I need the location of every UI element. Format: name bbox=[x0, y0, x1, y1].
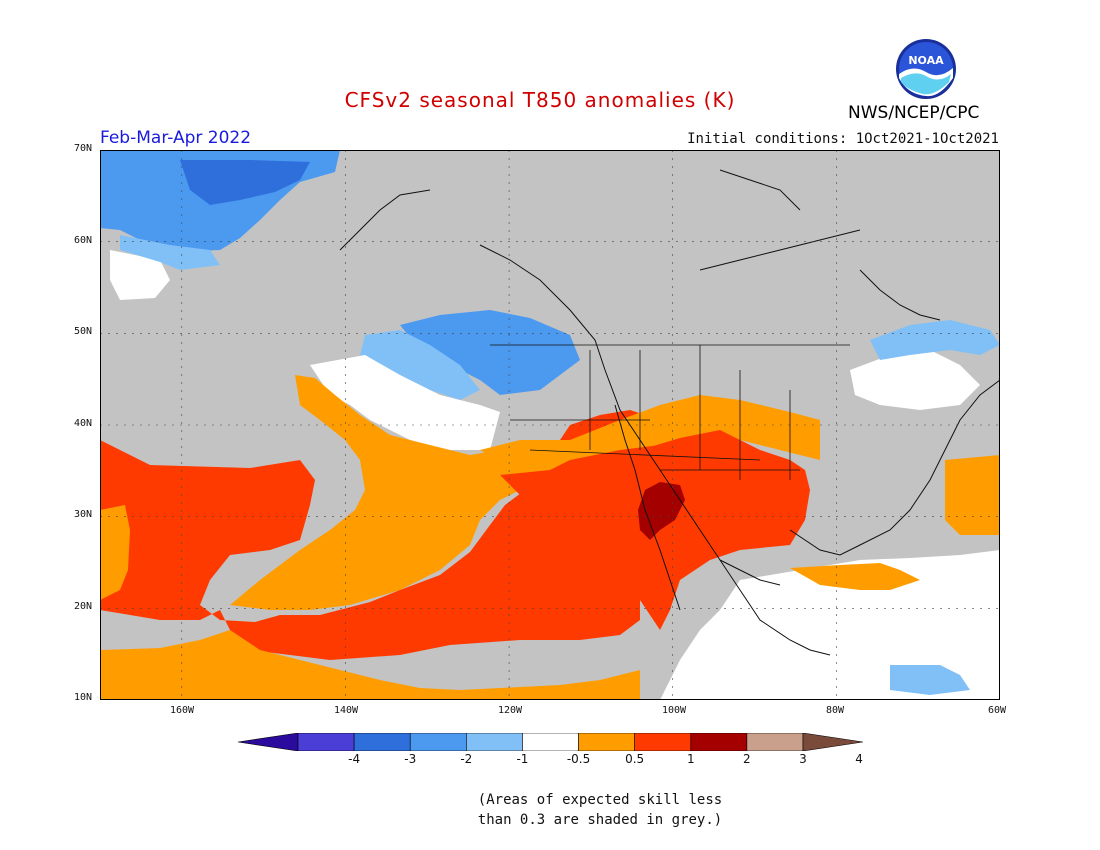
anomaly-region-pacific-red bbox=[100, 410, 660, 660]
anomaly-region-pnw-blue bbox=[400, 310, 580, 395]
organization-label: NWS/NCEP/CPC bbox=[848, 103, 980, 123]
lon-tick-label: 160W bbox=[170, 705, 195, 716]
map-frame bbox=[100, 150, 1000, 700]
anomaly-region-alaska-darkblue bbox=[180, 160, 310, 205]
anomaly-region-pnw-lightblue bbox=[360, 330, 480, 400]
anomaly-region-caribbean-lightblue bbox=[890, 665, 970, 695]
legend-swatch bbox=[634, 733, 692, 751]
anomaly-region-us-orange bbox=[480, 395, 820, 480]
legend-level-label: -1 bbox=[516, 752, 529, 766]
legend-swatch bbox=[466, 733, 523, 751]
legend-swatch bbox=[409, 733, 467, 751]
legend-level-label: 1 bbox=[686, 752, 695, 766]
legend-level-label: 0.5 bbox=[625, 752, 645, 766]
lat-tick-label: 70N bbox=[74, 143, 93, 154]
lon-tick-label: 120W bbox=[498, 705, 523, 716]
map-title: CFSv2 seasonal T850 anomalies (K) bbox=[344, 88, 736, 112]
lon-tick-label: 140W bbox=[334, 705, 359, 716]
lat-tick-label: 50N bbox=[74, 326, 93, 337]
graticule bbox=[100, 150, 1000, 700]
legend-swatch bbox=[297, 733, 355, 751]
lat-tick-label: 10N bbox=[74, 692, 93, 703]
skill-footnote-line-2: than 0.3 are shaded in grey.) bbox=[477, 812, 723, 828]
legend-level-label: -0.5 bbox=[566, 752, 591, 766]
anomaly-region-south-pacific-orange bbox=[100, 630, 640, 700]
legend-swatch bbox=[353, 733, 411, 751]
anomaly-region-darkred bbox=[638, 482, 685, 540]
lat-tick-label: 20N bbox=[74, 601, 93, 612]
legend-arrow-low bbox=[238, 733, 299, 751]
noaa-logo-icon: NOAA bbox=[896, 39, 956, 99]
anomaly-region-pacific-orange bbox=[230, 375, 530, 610]
forecast-period: Feb-Mar-Apr 2022 bbox=[100, 128, 252, 148]
skill-footnote: (Areas of expected skill less than 0.3 a… bbox=[440, 790, 760, 830]
legend-arrow-high bbox=[802, 733, 863, 751]
anomaly-region-gulf-orange bbox=[790, 563, 920, 590]
legend-swatch bbox=[746, 733, 804, 751]
legend-swatch bbox=[522, 733, 579, 751]
anomaly-region-northeast-white bbox=[850, 350, 980, 410]
anomaly-region-atlantic-orange bbox=[945, 455, 1000, 535]
lon-tick-label: 100W bbox=[662, 705, 687, 716]
legend-level-label: -4 bbox=[348, 752, 361, 766]
political-borders bbox=[490, 344, 850, 480]
anomaly-region-pacific-white bbox=[310, 355, 500, 450]
legend-level-label: 2 bbox=[743, 752, 751, 766]
lat-tick-label: 60N bbox=[74, 235, 93, 246]
legend-level-label: 3 bbox=[799, 752, 807, 766]
noaa-logo-text: NOAA bbox=[908, 54, 944, 67]
lat-tick-label: 40N bbox=[74, 418, 93, 429]
anomaly-region-northeast-lightblue bbox=[870, 320, 1000, 360]
legend-level-label: -3 bbox=[404, 752, 417, 766]
legend-level-label: -2 bbox=[460, 752, 473, 766]
anomaly-region-west-orange bbox=[100, 505, 130, 600]
lat-tick-label: 30N bbox=[74, 509, 93, 520]
anomaly-map bbox=[100, 150, 1000, 700]
anomaly-region-caribbean-white bbox=[660, 550, 1000, 700]
anomaly-region-bering-lightblue bbox=[120, 235, 220, 270]
color-legend-bar bbox=[238, 733, 863, 751]
lon-tick-label: 80W bbox=[826, 705, 845, 716]
legend-level-label: 4 bbox=[855, 752, 863, 766]
lon-tick-label: 60W bbox=[988, 705, 1007, 716]
legend-swatch bbox=[578, 733, 635, 751]
legend-swatch bbox=[690, 733, 748, 751]
skill-footnote-line-1: (Areas of expected skill less bbox=[477, 792, 723, 808]
initial-conditions: Initial conditions: 1Oct2021-1Oct2021 bbox=[687, 131, 999, 147]
anomaly-region-bering-white bbox=[110, 250, 170, 300]
